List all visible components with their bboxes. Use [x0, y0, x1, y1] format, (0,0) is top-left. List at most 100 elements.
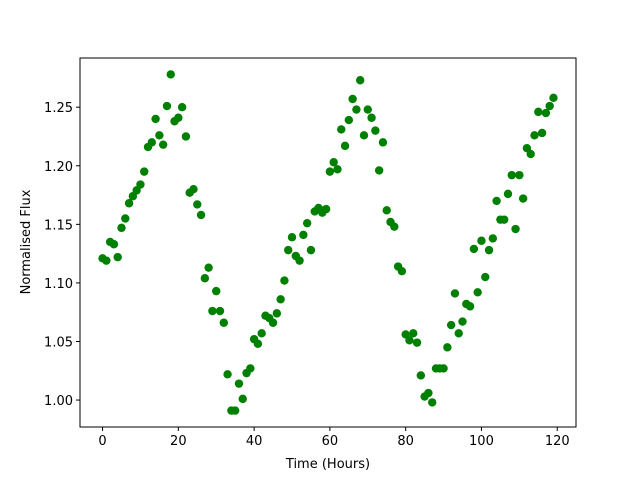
point [374, 166, 384, 175]
point [337, 125, 346, 134]
point [405, 336, 414, 345]
point [253, 339, 263, 349]
point [499, 215, 509, 224]
point [257, 329, 266, 338]
point [329, 158, 338, 167]
point [147, 138, 157, 147]
point [454, 329, 463, 338]
point [287, 233, 297, 242]
point [117, 223, 126, 233]
point [124, 199, 134, 208]
x-axis-label: Time (Hours) [285, 457, 370, 472]
point [348, 94, 357, 104]
point [189, 185, 198, 194]
point [412, 338, 422, 347]
point [378, 138, 388, 147]
y-axis-label: Normalised Flux [19, 189, 34, 294]
point [458, 317, 467, 326]
point [102, 256, 111, 265]
point [397, 267, 407, 276]
point [344, 115, 354, 125]
point [223, 370, 232, 379]
plot-frame [79, 57, 577, 428]
point [443, 343, 452, 352]
point [424, 388, 433, 398]
point [151, 114, 160, 124]
point [371, 126, 380, 135]
point [382, 206, 391, 215]
y-tick-label: 1.15 [44, 218, 73, 233]
point [196, 210, 206, 220]
point [465, 302, 475, 311]
point [280, 276, 289, 285]
point [545, 101, 554, 111]
x-tick-label: 120 [545, 434, 570, 449]
point [526, 149, 535, 159]
point [409, 329, 418, 338]
point [166, 70, 175, 79]
point [113, 252, 122, 262]
point [208, 306, 217, 316]
point [530, 131, 539, 140]
point [174, 113, 183, 122]
y-tick-label: 1.10 [44, 277, 73, 292]
point [325, 167, 335, 176]
point [295, 256, 304, 265]
point [246, 364, 255, 373]
point [469, 244, 479, 254]
point [450, 289, 460, 298]
point [200, 274, 210, 283]
x-tick-label: 60 [322, 434, 339, 449]
point [284, 245, 293, 255]
point [155, 131, 164, 140]
point [503, 189, 513, 199]
point [109, 240, 119, 249]
point [515, 170, 524, 180]
x-tick-label: 20 [170, 434, 187, 449]
point [204, 263, 213, 272]
point [446, 320, 456, 330]
point [212, 286, 221, 296]
point [549, 93, 558, 103]
y-tick-label: 1.20 [44, 160, 73, 175]
point [518, 194, 528, 203]
point [473, 288, 482, 297]
point [321, 204, 331, 214]
point [439, 364, 448, 373]
point [215, 306, 225, 316]
point [537, 128, 547, 138]
point [121, 214, 130, 223]
point [481, 272, 490, 282]
point [219, 318, 228, 327]
point [276, 295, 285, 304]
point [140, 167, 149, 176]
point [507, 170, 516, 180]
point [477, 236, 486, 245]
point [363, 105, 372, 114]
point [359, 131, 369, 140]
x-tick-label: 0 [98, 434, 106, 449]
point [162, 101, 172, 111]
y-tick-label: 1.05 [44, 335, 73, 350]
x-tick-label: 40 [246, 434, 263, 449]
point [177, 103, 187, 112]
point [534, 107, 543, 117]
point [340, 141, 350, 151]
point [136, 180, 145, 189]
point [230, 406, 240, 415]
point [367, 113, 376, 122]
point [352, 105, 361, 114]
x-tick-label: 100 [469, 434, 494, 449]
point [306, 245, 316, 255]
point [390, 222, 399, 231]
point [272, 309, 282, 318]
point [234, 379, 244, 388]
point [492, 196, 501, 206]
point [428, 398, 437, 407]
point [238, 394, 247, 404]
point [484, 245, 494, 255]
point [333, 165, 342, 174]
y-tick-label: 1.00 [44, 394, 73, 409]
